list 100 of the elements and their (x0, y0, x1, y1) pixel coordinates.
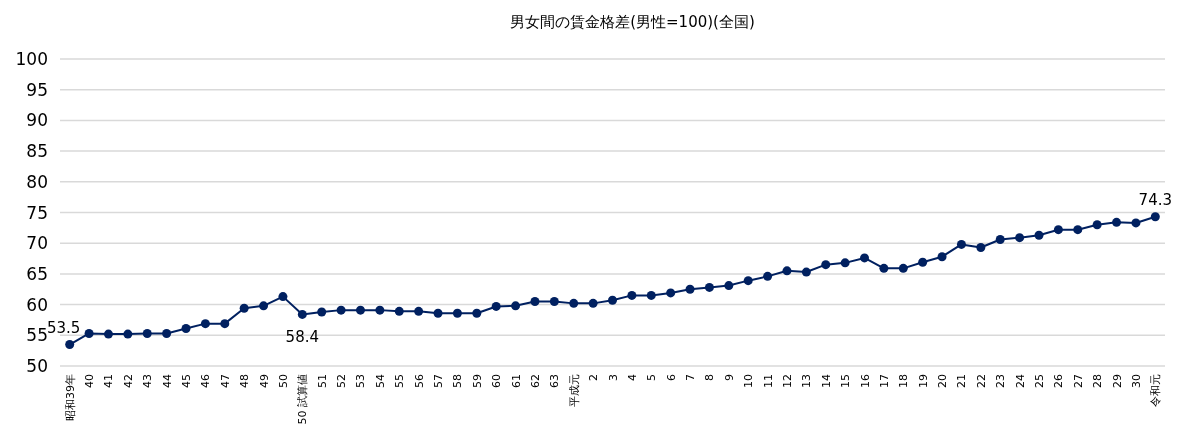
x-tick-label: 25 (1032, 374, 1046, 388)
point (704, 282, 714, 292)
point (743, 276, 753, 286)
point (782, 266, 792, 276)
x-tick-label: 3 (606, 374, 620, 381)
point (1150, 212, 1160, 222)
point (336, 305, 346, 315)
point (452, 308, 462, 318)
x-tick-label: 30 (1129, 374, 1143, 388)
y-tick-label: 70 (26, 233, 48, 254)
x-tick-label: 60 (490, 374, 504, 388)
x-tick-label: 53 (354, 374, 368, 388)
point (394, 306, 404, 316)
x-tick-label: 20 (936, 374, 950, 388)
point (588, 298, 598, 308)
x-tick-label: 17 (877, 374, 891, 388)
y-tick-label: 90 (26, 110, 48, 131)
x-tick-label: 13 (800, 374, 814, 388)
x-tick-label: 19 (916, 374, 930, 388)
x-tick-label: 62 (528, 374, 542, 388)
x-tick-label: 9 (722, 374, 736, 381)
x-tick-label: 27 (1071, 374, 1085, 388)
x-tick-label: 24 (1013, 374, 1027, 388)
x-tick-label: 58 (451, 374, 465, 388)
x-tick-label: 55 (393, 374, 407, 388)
point (956, 239, 966, 249)
point (491, 301, 501, 311)
x-tick-label: 平成元 (567, 374, 581, 407)
x-tick-label: 6 (664, 374, 678, 381)
point (375, 305, 385, 315)
x-tick-label: 26 (1052, 374, 1066, 388)
y-tick-label: 85 (26, 141, 48, 162)
point (879, 263, 889, 273)
x-tick-label: 56 (412, 374, 426, 388)
point (995, 235, 1005, 245)
point (1112, 217, 1122, 227)
point (724, 281, 734, 291)
x-tick-label: 42 (121, 374, 135, 388)
point (549, 297, 559, 307)
point (414, 306, 424, 316)
x-tick-label: 8 (703, 374, 717, 381)
data-label: 53.5 (46, 318, 81, 337)
point (472, 308, 482, 318)
x-tick-label: 59 (470, 374, 484, 388)
data-label: 58.4 (285, 328, 320, 347)
point (666, 288, 676, 298)
x-tick-label: 50 (276, 374, 290, 388)
point (821, 260, 831, 270)
y-tick-label: 60 (26, 294, 48, 315)
x-tick-label: 29 (1110, 374, 1124, 388)
point (840, 258, 850, 268)
x-tick-label: 44 (160, 374, 174, 388)
point (162, 328, 172, 338)
point (685, 284, 695, 294)
point (1073, 225, 1083, 235)
point (569, 298, 579, 308)
point (220, 319, 230, 329)
y-tick-label: 100 (15, 49, 48, 69)
x-tick-label: 7 (684, 374, 698, 381)
x-tick-label: 令和元 (1149, 374, 1163, 407)
point (1092, 220, 1102, 230)
x-tick-label: 11 (761, 374, 775, 388)
x-tick-label: 57 (432, 374, 446, 388)
point (1131, 218, 1141, 228)
x-tick-label: 51 (315, 374, 329, 388)
x-tick-label: 昭和39年 (63, 374, 77, 421)
x-tick-label: 48 (238, 374, 252, 388)
x-tick-label: 4 (625, 374, 639, 381)
y-tick-label: 80 (26, 171, 48, 192)
point (181, 324, 191, 334)
x-tick-label: 2 (587, 374, 601, 381)
x-tick-label: 63 (548, 374, 562, 388)
x-tick-label: 43 (141, 374, 155, 388)
x-tick-label: 5 (645, 374, 659, 381)
point (84, 328, 94, 338)
x-tick-label: 18 (897, 374, 911, 388)
point (918, 257, 928, 267)
x-tick-label: 14 (819, 374, 833, 388)
point (123, 329, 133, 339)
x-tick-label: 15 (839, 374, 853, 388)
point (763, 271, 773, 281)
point (1053, 225, 1063, 235)
x-tick-label: 12 (780, 374, 794, 388)
point (65, 340, 75, 350)
point (860, 253, 870, 263)
point (937, 252, 947, 262)
x-tick-label: 46 (199, 374, 213, 388)
point (1034, 230, 1044, 240)
x-tick-label: 21 (955, 374, 969, 388)
y-tick-label: 55 (26, 325, 48, 346)
y-tick-label: 75 (26, 202, 48, 223)
point (530, 297, 540, 307)
point (239, 303, 249, 313)
point (355, 305, 365, 315)
x-tick-label: 61 (509, 374, 523, 388)
y-tick-label: 65 (26, 263, 48, 284)
x-tick-label: 54 (373, 374, 387, 388)
point (608, 295, 617, 305)
point (627, 290, 637, 300)
point (898, 263, 908, 273)
